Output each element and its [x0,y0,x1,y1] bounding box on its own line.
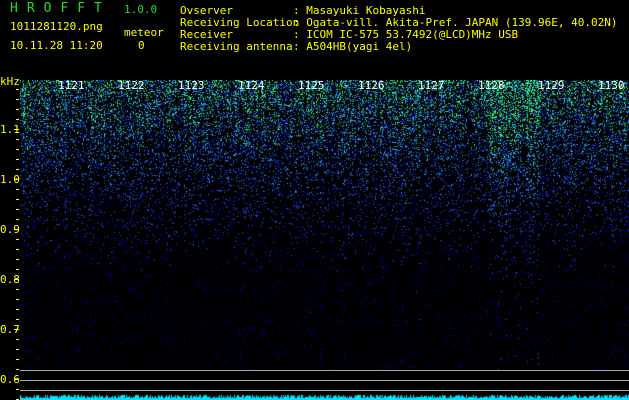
y-tick [16,99,19,100]
time-label: 1125 [298,79,325,92]
receiver-label: Receiver [180,28,233,41]
y-tick [14,379,19,380]
reference-line [20,380,629,381]
time-label: 1122 [118,79,145,92]
y-tick [16,119,19,120]
reference-line [20,370,629,371]
meteor-count: 0 [138,39,145,52]
time-label: 1124 [238,79,265,92]
y-tick [16,89,19,90]
y-tick [16,259,19,260]
y-tick [16,199,19,200]
time-label: 1123 [178,79,205,92]
y-tick [16,369,19,370]
y-tick [16,189,19,190]
time-label: 1126 [358,79,385,92]
location-label: Receiving Location [180,16,300,29]
spectrogram [20,80,629,400]
antenna-value: : A504HB(yagi 4el) [293,40,413,53]
antenna-label: Receiving antenna [180,40,293,53]
file-datetime: 10.11.28 11:20 [10,39,103,52]
file-name: 1011281120.png [10,20,103,33]
y-tick [16,159,19,160]
y-tick [16,349,19,350]
time-label: 1128 [478,79,505,92]
app-title: HROFFT [10,1,111,16]
time-label: 1121 [58,79,85,92]
y-tick [16,209,19,210]
y-tick [16,359,19,360]
meteor-label: meteor [124,26,164,39]
y-tick [14,179,19,180]
y-tick-label: 1.0 [0,173,20,186]
y-axis-unit: kHz [0,75,20,88]
y-tick [16,149,19,150]
app-version: 1.0.0 [124,3,158,16]
y-tick [16,219,19,220]
y-tick [14,129,19,130]
y-tick [16,169,19,170]
y-tick [16,269,19,270]
y-tick [16,389,19,390]
y-tick [16,309,19,310]
y-tick [16,239,19,240]
y-tick-label: 0.7 [0,323,20,336]
y-tick [16,109,19,110]
y-tick [14,329,19,330]
time-label: 1130 [598,79,625,92]
y-tick [16,139,19,140]
y-tick [16,319,19,320]
y-tick [14,229,19,230]
y-tick [16,289,19,290]
time-label: 1127 [418,79,445,92]
y-tick-label: 0.8 [0,273,20,286]
y-tick [16,339,19,340]
time-label: 1129 [538,79,565,92]
location-value: : Ogata-vill. Akita-Pref. JAPAN (139.96E… [293,16,618,29]
y-tick [16,249,19,250]
y-tick-label: 1.1 [0,123,20,136]
y-tick [16,299,19,300]
y-tick-label: 0.6 [0,373,20,386]
y-tick-label: 0.9 [0,223,20,236]
observer-value: : Masayuki Kobayashi [293,4,426,17]
observer-label: Ovserver [180,4,233,17]
receiver-value: : ICOM IC-575 53.7492(@LCD)MHz USB [293,28,519,41]
y-tick [14,279,19,280]
reference-line [20,390,629,391]
